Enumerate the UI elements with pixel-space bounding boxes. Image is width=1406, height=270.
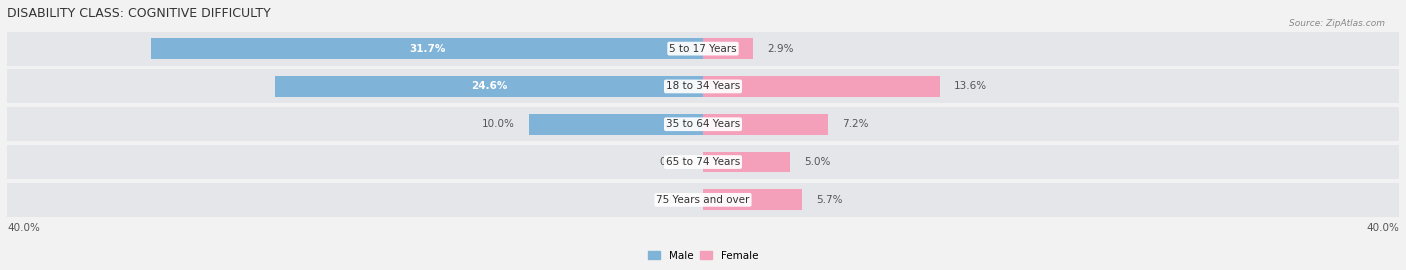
Text: 75 Years and over: 75 Years and over bbox=[657, 195, 749, 205]
Text: 0.0%: 0.0% bbox=[659, 195, 686, 205]
Text: 35 to 64 Years: 35 to 64 Years bbox=[666, 119, 740, 129]
Text: 0.0%: 0.0% bbox=[659, 157, 686, 167]
Bar bbox=[529, 114, 703, 135]
Bar bbox=[703, 38, 754, 59]
Bar bbox=[276, 76, 703, 97]
Text: 5 to 17 Years: 5 to 17 Years bbox=[669, 44, 737, 54]
Text: 5.7%: 5.7% bbox=[815, 195, 842, 205]
Text: 10.0%: 10.0% bbox=[482, 119, 515, 129]
Text: 40.0%: 40.0% bbox=[1367, 223, 1399, 233]
Bar bbox=[703, 76, 939, 97]
Text: 18 to 34 Years: 18 to 34 Years bbox=[666, 82, 740, 92]
Bar bbox=[7, 32, 1399, 66]
Bar bbox=[7, 183, 1399, 217]
Text: DISABILITY CLASS: COGNITIVE DIFFICULTY: DISABILITY CLASS: COGNITIVE DIFFICULTY bbox=[7, 7, 271, 20]
Text: Source: ZipAtlas.com: Source: ZipAtlas.com bbox=[1289, 19, 1385, 28]
Text: 31.7%: 31.7% bbox=[409, 44, 446, 54]
Legend: Male, Female: Male, Female bbox=[648, 251, 758, 261]
Text: 24.6%: 24.6% bbox=[471, 82, 508, 92]
Bar bbox=[703, 190, 803, 210]
Text: 65 to 74 Years: 65 to 74 Years bbox=[666, 157, 740, 167]
Text: 13.6%: 13.6% bbox=[953, 82, 987, 92]
Bar bbox=[152, 38, 703, 59]
Bar bbox=[7, 107, 1399, 141]
Bar bbox=[703, 152, 790, 173]
Text: 40.0%: 40.0% bbox=[7, 223, 39, 233]
Bar bbox=[7, 69, 1399, 103]
Text: 2.9%: 2.9% bbox=[768, 44, 794, 54]
Bar bbox=[7, 145, 1399, 179]
Text: 7.2%: 7.2% bbox=[842, 119, 869, 129]
Text: 5.0%: 5.0% bbox=[804, 157, 831, 167]
Bar bbox=[703, 114, 828, 135]
